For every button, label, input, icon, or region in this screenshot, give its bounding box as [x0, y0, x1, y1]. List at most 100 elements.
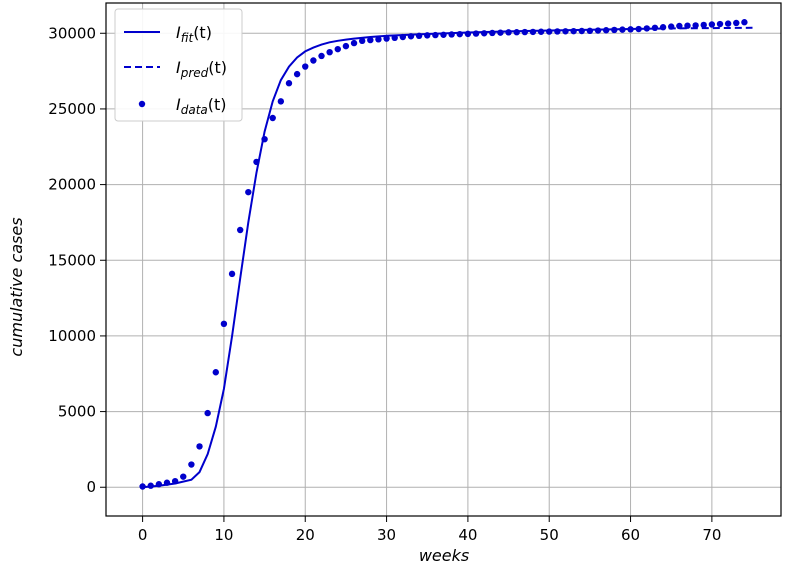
data-point: [326, 48, 333, 56]
data-point: [155, 481, 163, 488]
data-point: [546, 28, 553, 35]
data-point: [432, 31, 439, 39]
data-point: [611, 26, 618, 34]
data-point: [635, 25, 642, 33]
grid: [106, 3, 781, 516]
data-point: [716, 20, 724, 28]
data-point: [497, 29, 504, 36]
data-point: [407, 33, 415, 40]
data-point: [521, 28, 529, 36]
data-point: [253, 158, 260, 166]
data-point: [651, 24, 659, 32]
data-point: [147, 482, 154, 489]
legend-label-data: Idata(t): [176, 95, 227, 117]
x-tick-label: 10: [214, 526, 233, 544]
data-point: [562, 28, 569, 35]
data-point: [204, 409, 211, 417]
data-point: [261, 135, 268, 143]
data-point: [741, 19, 748, 26]
x-tick-label: 40: [458, 526, 477, 544]
data-point: [529, 28, 537, 36]
data-point: [310, 57, 317, 64]
data-point: [513, 29, 520, 36]
data-point: [448, 31, 455, 38]
data-point: [700, 21, 707, 29]
y-tick-label: 0: [86, 478, 96, 496]
data-point: [627, 26, 634, 33]
data-point: [228, 270, 236, 278]
data-point: [684, 22, 691, 29]
data-point: [350, 39, 358, 47]
x-tick-label: 50: [540, 526, 559, 544]
data-point: [236, 226, 244, 234]
data-point: [668, 23, 675, 30]
data-point: [391, 34, 398, 42]
data-point: [139, 483, 146, 490]
data-point: [659, 24, 667, 31]
data-point: [472, 30, 480, 37]
series-line-pred: [646, 26, 753, 30]
data-point: [293, 70, 301, 78]
data-point: [594, 27, 602, 34]
legend-box: [114, 8, 243, 122]
data-point: [302, 63, 309, 70]
data-point: [285, 80, 293, 87]
data-point: [586, 27, 594, 35]
data-point: [440, 31, 447, 38]
data-point: [733, 19, 740, 27]
legend-label-pred: Ipred(t): [176, 58, 227, 80]
data-point: [464, 30, 472, 38]
data-point: [692, 22, 699, 29]
data-point: [489, 29, 496, 37]
y-axis-label: cumulative cases: [7, 217, 26, 356]
y-tick-label: 30000: [48, 24, 96, 42]
data-point: [724, 20, 732, 27]
data-point: [399, 33, 407, 41]
x-tick-label: 20: [296, 526, 315, 544]
data-point: [334, 45, 341, 53]
data-point: [171, 477, 179, 485]
data-point: [537, 28, 545, 35]
x-tick-label: 30: [377, 526, 396, 544]
data-point: [358, 37, 366, 45]
data-point: [708, 21, 716, 28]
data-point: [383, 35, 390, 42]
data-point: [180, 473, 187, 480]
x-tick-label: 70: [702, 526, 721, 544]
data-point: [196, 443, 203, 450]
data-point: [212, 369, 219, 376]
y-tick-label: 10000: [48, 327, 96, 345]
data-point: [676, 22, 683, 30]
data-point: [415, 32, 423, 40]
data-point: [570, 27, 577, 35]
data-point: [375, 36, 382, 43]
y-tick-label: 5000: [58, 403, 96, 421]
data-point: [456, 30, 463, 38]
data-point: [163, 479, 171, 486]
data-point: [245, 188, 252, 196]
legend-marker-data: [138, 100, 146, 108]
y-tick-label: 15000: [48, 251, 96, 269]
y-tick-label: 25000: [48, 100, 96, 118]
data-point: [619, 26, 626, 33]
data-point: [188, 461, 195, 468]
plot-frame: [105, 2, 782, 517]
data-point: [554, 28, 561, 35]
data-point: [602, 27, 610, 34]
y-tick-label: 20000: [48, 176, 96, 194]
axes: 0 10 20 30 40 50 60 70 0 5000 10000 15000 20000 25000…: [48, 2, 782, 544]
data-point: [480, 30, 488, 37]
data-point: [220, 320, 228, 328]
data-point: [318, 52, 325, 60]
series-layer: [139, 19, 753, 490]
data-point: [342, 42, 350, 50]
legend-label-fit: Ifit(t): [176, 23, 212, 45]
data-point: [578, 27, 585, 35]
data-point: [505, 29, 512, 36]
x-tick-label: 0: [138, 526, 148, 544]
x-axis-label: weeks: [419, 546, 469, 565]
legend: Ifit(t) Ipred(t) Idata(t): [114, 8, 243, 122]
data-point: [424, 32, 431, 39]
data-point: [643, 25, 651, 32]
